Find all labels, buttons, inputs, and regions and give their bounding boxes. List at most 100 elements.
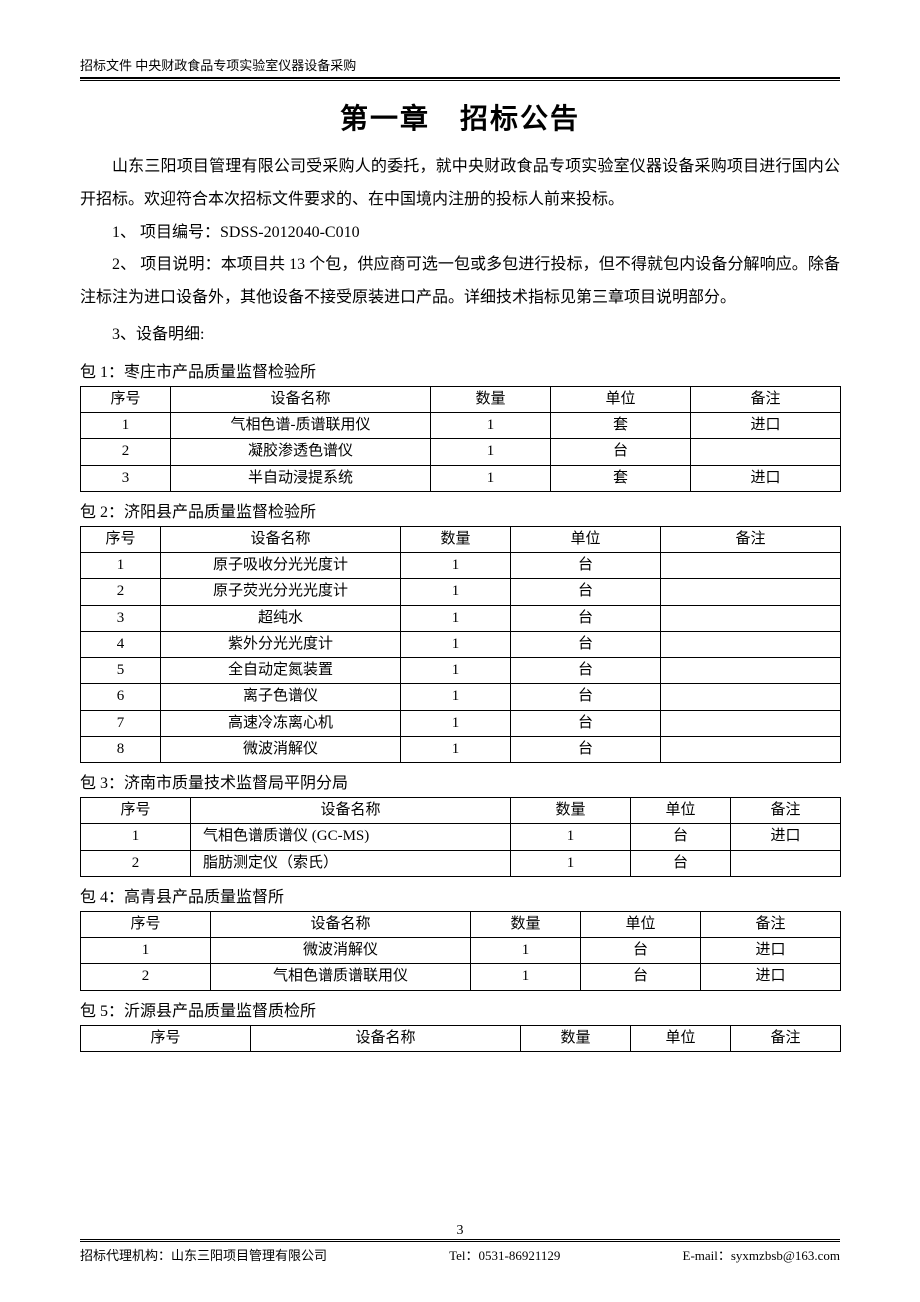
cell-note: 进口 [701,964,841,990]
th-no: 序号 [81,911,211,937]
cell-name: 超纯水 [161,605,401,631]
cell-name: 微波消解仪 [161,736,401,762]
cell-qty: 1 [401,658,511,684]
th-no: 序号 [81,386,171,412]
cell-qty: 1 [431,465,551,491]
page: 招标文件 中央财政食品专项实验室仪器设备采购 第一章 招标公告 山东三阳项目管理… [0,0,920,1302]
pkg2-table: 序号 设备名称 数量 单位 备注 1原子吸收分光光度计1台2原子荧光分光光度计1… [80,526,841,763]
cell-qty: 1 [431,413,551,439]
cell-unit: 台 [511,736,661,762]
table-row: 1微波消解仪1台进口 [81,938,841,964]
cell-unit: 台 [511,579,661,605]
cell-unit: 台 [511,553,661,579]
pkg2-body: 1原子吸收分光光度计1台2原子荧光分光光度计1台3超纯水1台4紫外分光光度计1台… [81,553,841,763]
th-qty: 数量 [521,1025,631,1051]
cell-no: 4 [81,631,161,657]
cell-note [661,684,841,710]
cell-unit: 台 [511,605,661,631]
cell-unit: 台 [551,439,691,465]
cell-name: 全自动定氮装置 [161,658,401,684]
cell-no: 6 [81,684,161,710]
th-name: 设备名称 [161,526,401,552]
cell-name: 离子色谱仪 [161,684,401,710]
table-row: 3半自动浸提系统1套进口 [81,465,841,491]
cell-name: 紫外分光光度计 [161,631,401,657]
cell-qty: 1 [401,736,511,762]
cell-note [661,631,841,657]
cell-note: 进口 [691,413,841,439]
cell-no: 1 [81,553,161,579]
cell-unit: 套 [551,413,691,439]
cell-note [661,658,841,684]
cell-unit: 台 [581,938,701,964]
cell-unit: 台 [511,710,661,736]
pkg4-label: 包 4：高青县产品质量监督所 [80,883,840,907]
cell-unit: 台 [631,824,731,850]
footer-left: 招标代理机构：山东三阳项目管理有限公司 [80,1245,327,1264]
cell-name: 气相色谱质谱仪 (GC-MS) [191,824,511,850]
cell-name: 气相色谱质谱联用仪 [211,964,471,990]
cell-unit: 套 [551,465,691,491]
cell-no: 2 [81,439,171,465]
page-header: 招标文件 中央财政食品专项实验室仪器设备采购 [80,55,840,79]
th-note: 备注 [661,526,841,552]
table-row: 6离子色谱仪1台 [81,684,841,710]
table-header-row: 序号 设备名称 数量 单位 备注 [81,1025,841,1051]
cell-note [661,605,841,631]
th-unit: 单位 [581,911,701,937]
th-note: 备注 [701,911,841,937]
table-header-row: 序号 设备名称 数量 单位 备注 [81,911,841,937]
th-name: 设备名称 [251,1025,521,1051]
th-name: 设备名称 [171,386,431,412]
cell-unit: 台 [581,964,701,990]
cell-name: 原子荧光分光光度计 [161,579,401,605]
cell-name: 高速冷冻离心机 [161,710,401,736]
intro-paragraph: 山东三阳项目管理有限公司受采购人的委托，就中央财政食品专项实验室仪器设备采购项目… [80,151,840,217]
cell-unit: 台 [631,850,731,876]
pkg3-label: 包 3：济南市质量技术监督局平阴分局 [80,769,840,793]
item-2: 2、 项目说明：本项目共 13 个包，供应商可选一包或多包进行投标，但不得就包内… [80,249,840,315]
header-right: 中央财政食品专项实验室仪器设备采购 [135,58,356,73]
cell-note [731,850,841,876]
item-3: 3、设备明细: [80,319,840,352]
table-row: 5全自动定氮装置1台 [81,658,841,684]
cell-note [661,579,841,605]
header-left: 招标文件 [80,58,132,73]
cell-no: 1 [81,413,171,439]
cell-name: 凝胶渗透色谱仪 [171,439,431,465]
pkg5-table: 序号 设备名称 数量 单位 备注 [80,1025,841,1052]
cell-qty: 1 [401,710,511,736]
table-row: 1气相色谱质谱仪 (GC-MS)1台进口 [81,824,841,850]
table-row: 8微波消解仪1台 [81,736,841,762]
cell-qty: 1 [511,850,631,876]
pkg2-label: 包 2：济阳县产品质量监督检验所 [80,498,840,522]
th-unit: 单位 [631,1025,731,1051]
cell-name: 半自动浸提系统 [171,465,431,491]
cell-qty: 1 [401,605,511,631]
table-row: 7高速冷冻离心机1台 [81,710,841,736]
cell-qty: 1 [401,579,511,605]
th-name: 设备名称 [211,911,471,937]
table-row: 1气相色谱-质谱联用仪1套进口 [81,413,841,439]
th-note: 备注 [731,1025,841,1051]
table-row: 2气相色谱质谱联用仪1台进口 [81,964,841,990]
cell-name: 气相色谱-质谱联用仪 [171,413,431,439]
cell-name: 原子吸收分光光度计 [161,553,401,579]
th-name: 设备名称 [191,798,511,824]
table-row: 4紫外分光光度计1台 [81,631,841,657]
cell-no: 5 [81,658,161,684]
cell-no: 1 [81,938,211,964]
cell-note: 进口 [691,465,841,491]
footer-mid: Tel：0531-86921129 [449,1245,560,1264]
table-header-row: 序号 设备名称 数量 单位 备注 [81,798,841,824]
cell-unit: 台 [511,631,661,657]
th-no: 序号 [81,1025,251,1051]
table-row: 2脂肪测定仪（索氏）1台 [81,850,841,876]
cell-qty: 1 [401,684,511,710]
pkg4-body: 1微波消解仪1台进口2气相色谱质谱联用仪1台进口 [81,938,841,991]
chapter-title: 第一章 招标公告 [80,97,840,137]
th-qty: 数量 [511,798,631,824]
cell-name: 微波消解仪 [211,938,471,964]
th-qty: 数量 [401,526,511,552]
table-row: 1原子吸收分光光度计1台 [81,553,841,579]
